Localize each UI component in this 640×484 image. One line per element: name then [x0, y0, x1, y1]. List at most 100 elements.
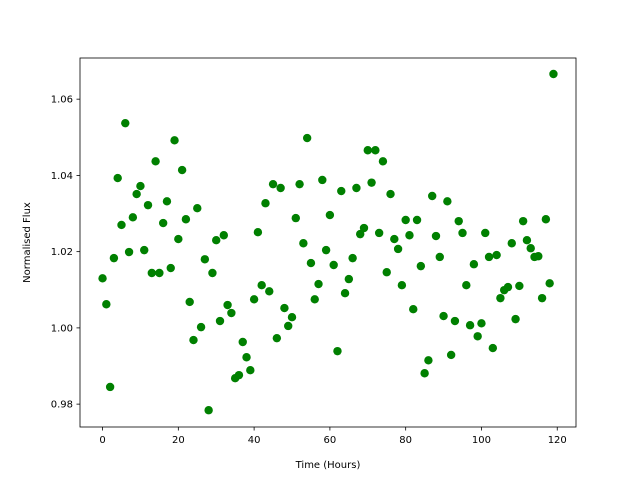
point: [174, 234, 183, 244]
x-tick-label: 120: [548, 435, 567, 446]
x-tick-label: 0: [99, 435, 105, 446]
point: [310, 295, 319, 304]
point: [212, 236, 221, 245]
point: [549, 69, 558, 79]
point: [223, 300, 232, 310]
point: [299, 239, 308, 248]
point: [420, 369, 429, 378]
point: [374, 228, 384, 238]
point: [401, 215, 410, 225]
point: [428, 191, 437, 201]
point: [155, 268, 164, 278]
point: [193, 203, 202, 213]
point: [238, 337, 247, 347]
y-tick-label: 1.00: [51, 323, 73, 334]
point: [284, 321, 293, 331]
point: [473, 332, 482, 341]
point: [393, 244, 403, 254]
point: [242, 353, 251, 362]
point: [390, 234, 399, 244]
point: [412, 215, 422, 225]
point: [356, 229, 365, 239]
point: [102, 300, 111, 309]
point: [318, 175, 327, 185]
point: [545, 279, 554, 288]
point: [249, 295, 259, 304]
point: [136, 181, 145, 191]
point: [189, 335, 198, 345]
point: [397, 280, 407, 290]
point: [465, 321, 475, 330]
point: [105, 382, 115, 392]
point: [272, 333, 282, 343]
point: [253, 228, 263, 237]
point: [348, 253, 357, 263]
point: [113, 173, 122, 183]
point: [507, 239, 516, 248]
point: [462, 280, 471, 290]
point: [321, 245, 331, 255]
point: [446, 350, 456, 360]
point: [219, 231, 228, 240]
point: [109, 253, 119, 263]
point: [177, 165, 187, 175]
point: [522, 236, 532, 245]
point: [337, 186, 346, 196]
point: [162, 197, 172, 206]
point: [443, 197, 452, 206]
point: [526, 244, 535, 253]
point: [302, 133, 312, 143]
point: [280, 303, 289, 313]
point: [200, 255, 210, 264]
point: [386, 189, 395, 199]
point: [117, 220, 126, 230]
x-tick-label: 80: [399, 435, 412, 446]
y-tick-label: 1.02: [51, 247, 73, 258]
point: [215, 316, 225, 326]
x-axis-label: Time (Hours): [295, 460, 361, 471]
point: [344, 274, 354, 284]
point: [158, 218, 168, 228]
point: [359, 223, 369, 233]
x-tick-label: 40: [248, 435, 261, 446]
point: [537, 293, 547, 303]
point: [405, 231, 414, 240]
point: [469, 260, 479, 269]
point: [371, 146, 380, 155]
point: [515, 281, 524, 291]
point: [541, 215, 551, 224]
point: [435, 252, 444, 262]
point: [196, 322, 206, 332]
point: [439, 311, 448, 321]
point: [147, 268, 157, 278]
point: [287, 313, 297, 322]
point: [329, 260, 338, 270]
point: [314, 279, 323, 289]
y-tick-label: 1.04: [51, 171, 73, 182]
point: [352, 183, 361, 193]
point: [98, 274, 107, 283]
point: [166, 263, 175, 273]
point: [488, 343, 498, 353]
point: [204, 406, 213, 415]
point: [511, 314, 520, 324]
point: [276, 183, 285, 193]
point: [503, 282, 513, 292]
point: [306, 258, 316, 268]
point: [257, 280, 266, 290]
point: [291, 213, 300, 223]
point: [151, 157, 160, 166]
point: [132, 189, 141, 199]
point: [295, 179, 304, 189]
point: [454, 216, 463, 226]
point: [268, 179, 278, 189]
point: [181, 215, 191, 224]
point: [246, 366, 255, 375]
point: [261, 199, 270, 208]
y-tick-label: 0.98: [51, 400, 73, 411]
point: [124, 247, 134, 257]
point: [484, 252, 494, 262]
point: [128, 213, 138, 222]
point: [143, 200, 153, 210]
